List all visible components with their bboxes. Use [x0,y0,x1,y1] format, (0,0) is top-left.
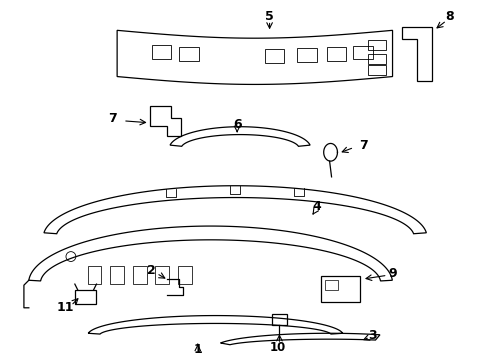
Bar [353,46,373,59]
Text: 9: 9 [388,267,397,280]
Text: 7: 7 [108,112,117,125]
Bar [179,47,199,61]
Bar [151,45,171,59]
Bar [265,49,284,63]
Bar [178,266,192,284]
Bar [133,266,147,284]
Bar [271,314,287,325]
Bar [297,48,317,62]
Bar [321,276,360,302]
Bar [110,266,124,284]
Text: 10: 10 [270,341,286,354]
Bar [88,266,101,284]
Bar [325,280,339,290]
Text: 2: 2 [147,264,156,277]
Text: 8: 8 [445,10,454,23]
Bar [155,266,169,284]
Bar [368,54,386,64]
Bar [75,290,97,304]
Text: 5: 5 [265,10,274,23]
Bar [368,40,386,50]
Text: 7: 7 [359,139,368,152]
Bar [368,65,386,75]
Text: 3: 3 [368,329,377,342]
Text: 1: 1 [194,342,202,356]
Bar [327,47,346,61]
Text: 4: 4 [313,200,321,213]
Text: 11: 11 [56,301,74,314]
Text: 6: 6 [233,118,242,131]
